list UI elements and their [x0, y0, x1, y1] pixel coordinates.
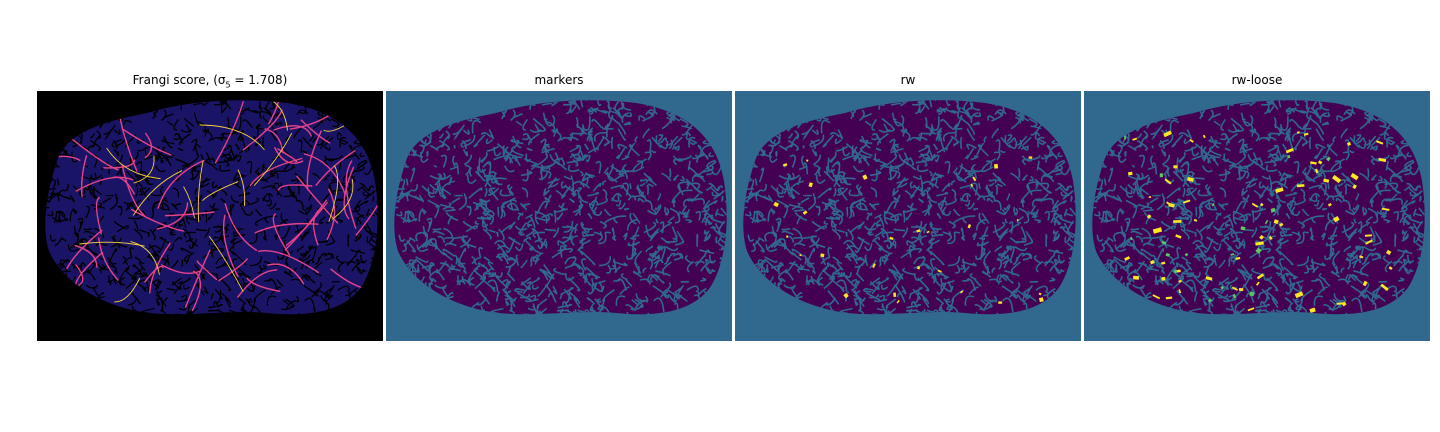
frangi-image [37, 91, 383, 341]
panel-rw-loose: rw-loose [1084, 70, 1430, 342]
panel-title-markers: markers [534, 73, 584, 87]
panel-markers: markers [386, 70, 732, 342]
panel-title-rw: rw [900, 73, 916, 87]
rw-loose-image [1084, 91, 1430, 341]
panel-frangi-score: Frangi score, (σ5 = 1.708) [37, 70, 383, 342]
panel-rw: rw [735, 70, 1081, 342]
markers-image [386, 91, 732, 341]
panel-title-frangi: Frangi score, (σ5 = 1.708) [132, 73, 288, 90]
rw-image [735, 91, 1081, 341]
panel-title-rw-loose: rw-loose [1231, 73, 1283, 87]
